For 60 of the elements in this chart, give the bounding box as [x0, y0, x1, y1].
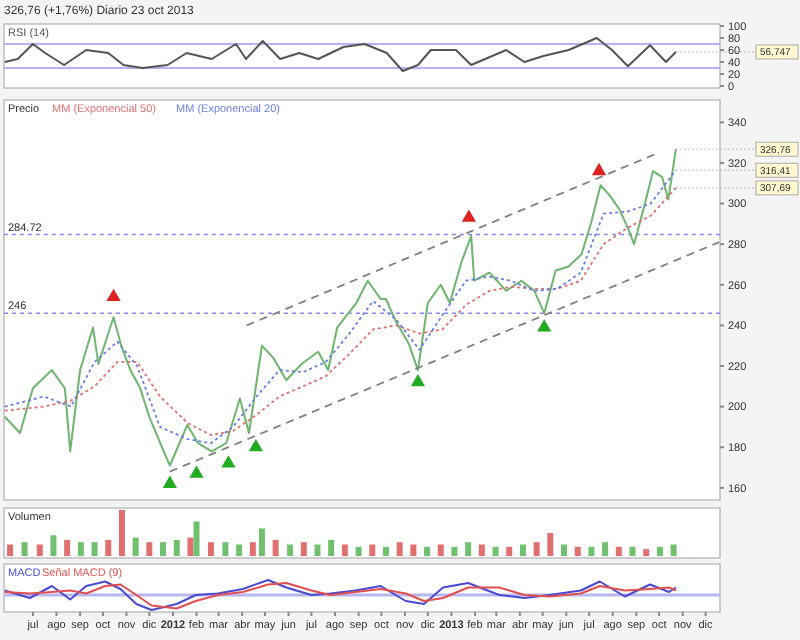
point — [591, 162, 607, 176]
bar — [478, 544, 485, 556]
bar — [258, 528, 265, 556]
point — [189, 465, 204, 478]
bar — [574, 546, 581, 556]
bar — [519, 544, 526, 556]
bar — [7, 544, 14, 556]
point — [461, 209, 477, 222]
bar — [602, 542, 609, 556]
bar — [249, 542, 256, 556]
bar — [314, 544, 321, 556]
bar — [656, 546, 663, 556]
bar — [615, 546, 622, 556]
bar — [396, 542, 403, 556]
bar — [451, 546, 458, 556]
point — [221, 455, 236, 468]
bar — [300, 542, 307, 556]
bar — [437, 544, 444, 556]
bar — [132, 537, 139, 556]
point — [537, 319, 552, 332]
bar — [465, 542, 472, 556]
bar — [287, 544, 294, 556]
point — [106, 288, 121, 302]
bar — [328, 539, 335, 556]
point — [248, 439, 263, 452]
bar — [77, 542, 84, 556]
bar — [236, 544, 243, 556]
bar — [222, 542, 229, 556]
bar — [105, 539, 112, 556]
bar — [561, 544, 568, 556]
bar — [160, 542, 167, 556]
bar — [187, 537, 194, 556]
bar — [547, 533, 554, 556]
bar — [424, 546, 431, 556]
bar — [173, 539, 180, 556]
bar — [492, 546, 499, 556]
bar — [207, 542, 214, 556]
bar — [369, 544, 376, 556]
bar — [533, 542, 540, 556]
point — [162, 475, 177, 488]
bar — [118, 510, 125, 556]
bar — [21, 542, 28, 556]
bar — [355, 546, 362, 556]
bar — [643, 549, 650, 556]
bar — [272, 539, 279, 556]
bar — [506, 546, 513, 556]
bar — [64, 539, 71, 556]
bar — [410, 544, 417, 556]
bar — [629, 546, 636, 556]
line-series — [3, 37, 677, 72]
bar — [670, 544, 677, 556]
bar — [36, 544, 43, 556]
bar — [146, 542, 153, 556]
bar — [341, 544, 348, 556]
bar — [193, 521, 200, 556]
bar — [588, 546, 595, 556]
bar — [91, 542, 98, 556]
bar — [382, 546, 389, 556]
bar — [50, 535, 57, 556]
point — [410, 374, 426, 387]
